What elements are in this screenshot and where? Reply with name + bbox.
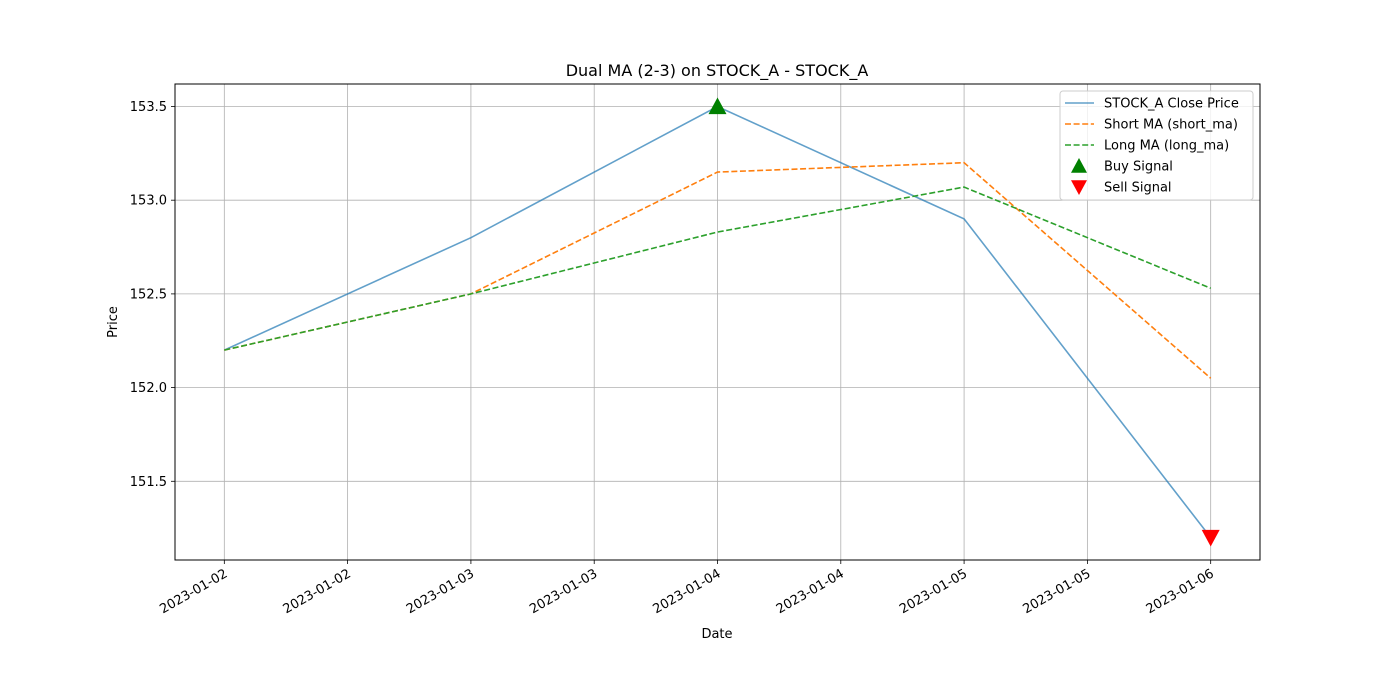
- y-tick-label: 152.5: [130, 287, 167, 302]
- y-tick-label: 152.0: [130, 381, 167, 396]
- legend-swatch: [1071, 158, 1087, 173]
- buy-signal-marker: [708, 97, 727, 115]
- x-axis-label: Date: [701, 627, 732, 642]
- y-tick-label: 151.5: [130, 475, 167, 490]
- y-tick-label: 153.5: [130, 100, 167, 115]
- chart-title: Dual MA (2-3) on STOCK_A - STOCK_A: [566, 61, 869, 81]
- legend-label: Buy Signal: [1104, 160, 1173, 175]
- signal-layer: [708, 97, 1220, 547]
- legend-box: [1059, 90, 1254, 201]
- legend-label: Short MA (short_ma): [1104, 118, 1238, 133]
- y-tick-label: 153.0: [130, 194, 167, 209]
- grid-lines: [175, 84, 1260, 560]
- legend: STOCK_A Close Price Short MA (short_ma) Lo…: [1059, 90, 1254, 201]
- legend-swatch: [1071, 180, 1087, 195]
- y-axis: 151.5 152.0 152.5 153.0 153.5: [130, 100, 175, 490]
- legend-label: Sell Signal: [1104, 181, 1172, 196]
- y-axis-label: Price: [106, 306, 121, 338]
- legend-label: Long MA (long_ma): [1104, 139, 1229, 154]
- series-line-2: [224, 186, 1211, 351]
- sell-signal-marker: [1201, 529, 1220, 547]
- legend-label: STOCK_A Close Price: [1104, 97, 1239, 112]
